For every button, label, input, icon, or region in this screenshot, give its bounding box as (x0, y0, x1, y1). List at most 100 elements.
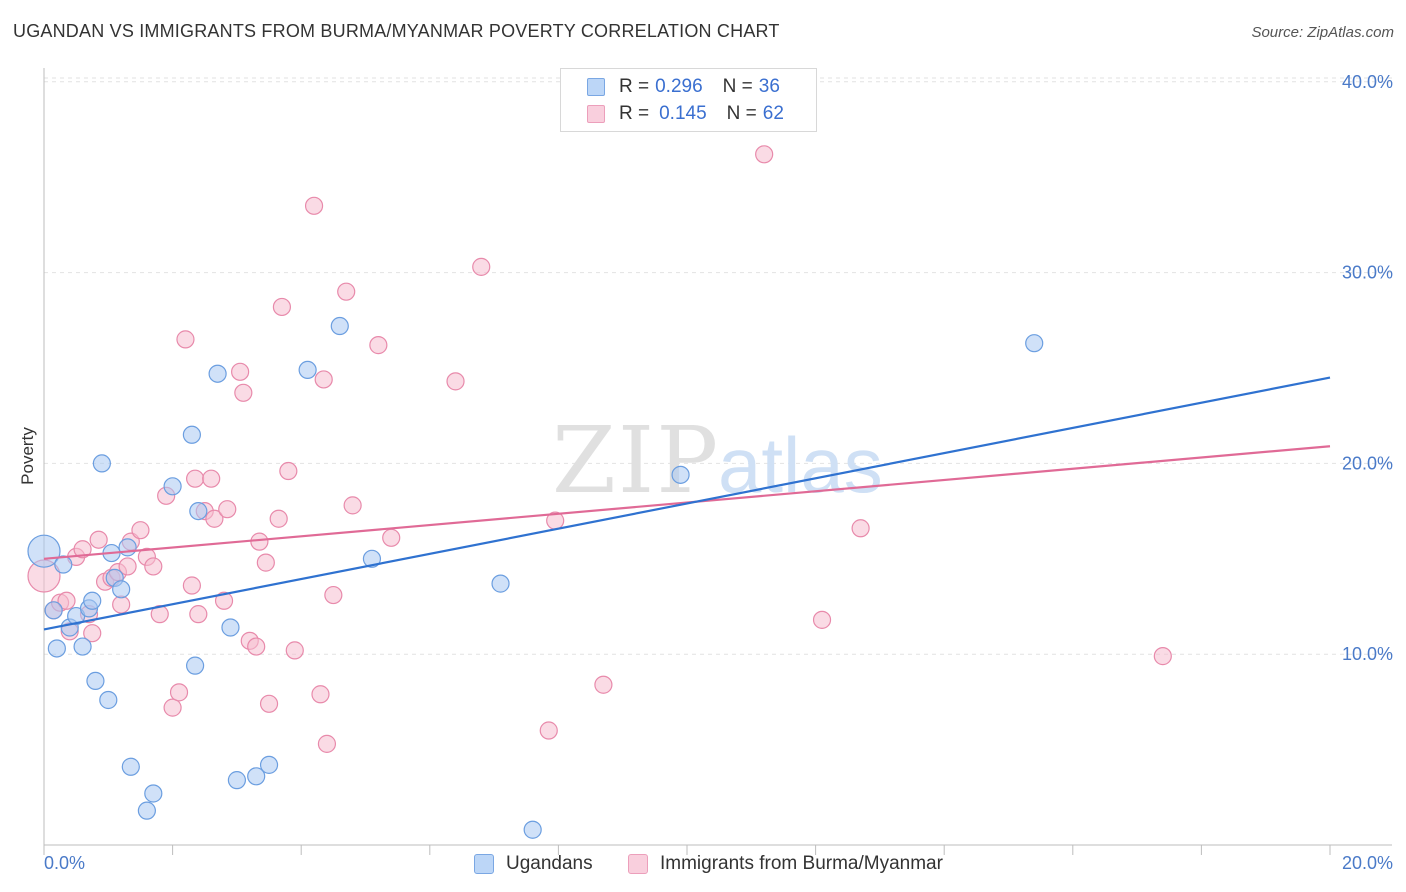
ugandan-point (186, 656, 205, 675)
burma-point (112, 595, 131, 614)
burma-point (231, 362, 250, 381)
ugandan-point (137, 801, 156, 820)
ugandan-point (491, 574, 510, 593)
ugandan-point (73, 637, 92, 656)
burma-point (250, 532, 269, 551)
ugandan-point (83, 591, 102, 610)
x-tick-label-max: 20.0% (1342, 853, 1393, 873)
burma-point (218, 500, 237, 519)
burma-point (234, 383, 253, 402)
burma-point (202, 469, 221, 488)
burma-point (144, 557, 163, 576)
ugandan-point (330, 316, 349, 336)
axes (43, 68, 1392, 855)
legend-r-label: R = (619, 103, 650, 124)
burma-point (189, 605, 208, 624)
burma-point (755, 145, 774, 164)
bottom-legend-swatch-pink (628, 854, 648, 874)
ugandan-point (362, 549, 382, 568)
watermark-zip: ZIP (552, 407, 720, 514)
burma-point (169, 683, 189, 702)
legend-r-value: 0.296 (655, 76, 703, 97)
burma-point (369, 336, 388, 355)
y-tick-label: 30.0% (1342, 263, 1393, 283)
burma-point (472, 257, 491, 276)
bottom-legend-burma: Immigrants from Burma/Myanmar (628, 852, 943, 876)
burma-point (57, 591, 76, 610)
legend-r-value: 0.145 (659, 103, 707, 124)
source-label: Source: ZipAtlas.com (1251, 24, 1394, 41)
ugandan-point (144, 784, 163, 803)
tick-labels: 0.0% 20.0% 10.0% 20.0% 30.0% 40.0% (44, 72, 1393, 873)
burma-point (311, 685, 330, 704)
bottom-legend-swatch-blue (474, 854, 494, 874)
ugandan-point (227, 771, 246, 790)
bottom-legend-label: Immigrants from Burma/Myanmar (660, 853, 943, 874)
burma-point (812, 610, 832, 629)
burma-point (176, 330, 195, 349)
burma-point (317, 734, 337, 753)
legend-n-value: 36 (758, 76, 780, 97)
burma-point (446, 372, 465, 391)
burma-point (337, 282, 356, 301)
watermark-atlas: atlas (718, 421, 883, 509)
burma-point (279, 461, 298, 481)
ugandan-point (259, 755, 279, 774)
y-tick-label: 10.0% (1342, 644, 1393, 664)
burma-point (272, 297, 292, 317)
ugandan-point (44, 601, 63, 620)
correlation-legend: R = 0.296 N = 36 R = 0.145 N = 62 (560, 68, 817, 132)
ugandan-point (112, 580, 131, 599)
burma-point (247, 637, 266, 656)
series-ugandans-points (27, 316, 1044, 839)
ugandan-point (247, 767, 266, 786)
burma-point (324, 585, 343, 605)
ugandan-point (99, 690, 118, 710)
burma-point (83, 624, 102, 643)
burma-point (1153, 647, 1172, 666)
legend-n-value: 62 (762, 103, 784, 124)
legend-row-burma: R = 0.145 N = 62 (587, 102, 784, 126)
y-tick-label: 40.0% (1342, 72, 1393, 92)
ugandan-point (86, 671, 105, 691)
ugandan-point (182, 425, 201, 444)
burma-point (304, 196, 324, 215)
burma-point (89, 530, 108, 549)
trend-lines (43, 376, 1331, 631)
ugandan-point (221, 618, 240, 637)
ugandan-point (523, 820, 542, 839)
burma-point (382, 528, 401, 547)
burma-point (314, 370, 333, 389)
burma-point (214, 591, 234, 610)
bottom-legend-ugandans: Ugandans (474, 852, 593, 876)
ugandan-point (92, 454, 111, 473)
ugandan-point (208, 364, 227, 383)
ugandan-point (671, 465, 690, 484)
watermark: ZIP atlas (552, 407, 883, 514)
burma-point (131, 521, 150, 540)
bottom-legend-label: Ugandans (506, 853, 593, 874)
burma-point (163, 698, 182, 717)
legend-swatch-pink (587, 105, 605, 123)
burma-point (285, 641, 304, 660)
burma-point (343, 496, 362, 515)
legend-n-label: N = (722, 76, 753, 97)
legend-swatch-blue (587, 78, 605, 96)
ugandan-point (118, 538, 137, 557)
burma-point (851, 519, 870, 538)
ugandan-point (121, 757, 140, 776)
y-tick-label: 20.0% (1342, 453, 1393, 473)
burma-point (269, 509, 288, 528)
ugandan-point (298, 360, 317, 380)
legend-row-ugandans: R = 0.296 N = 36 (587, 75, 780, 99)
chart-title: UGANDAN VS IMMIGRANTS FROM BURMA/MYANMAR… (13, 21, 780, 41)
burma-point (259, 694, 279, 713)
ugandan-point (47, 639, 66, 658)
ugandan-point (189, 502, 208, 521)
x-tick-label-min: 0.0% (44, 853, 85, 873)
ugandan-point (163, 477, 182, 496)
y-axis-label: Poverty (18, 427, 37, 485)
burma-point (256, 553, 275, 572)
burma-point (205, 509, 224, 528)
